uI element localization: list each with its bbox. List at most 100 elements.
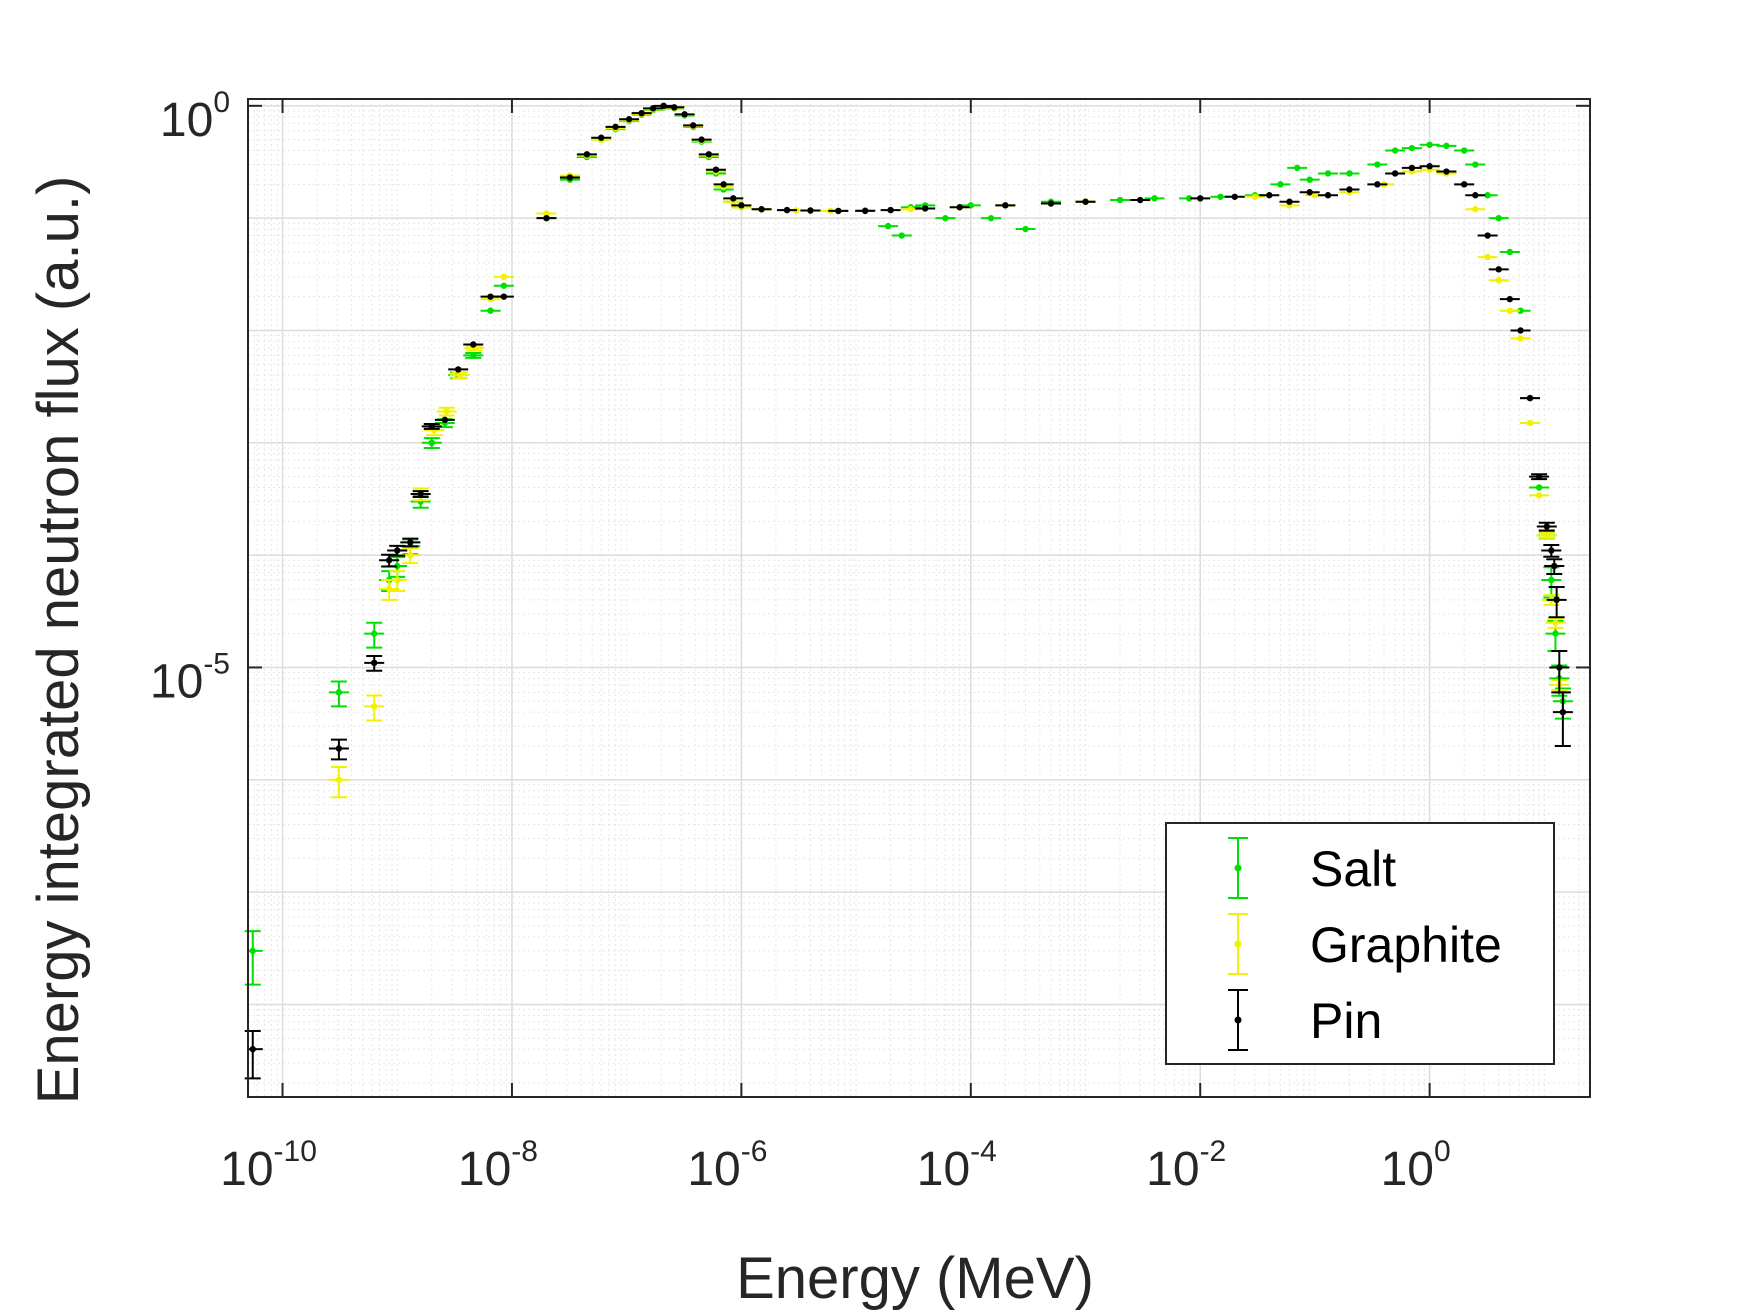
marker	[1556, 664, 1563, 671]
series-pin	[244, 102, 1573, 1080]
data-point	[1529, 484, 1550, 491]
x-tick-label: 10-4	[917, 1135, 997, 1196]
data-point	[1488, 214, 1509, 222]
data-point	[691, 136, 712, 143]
data-point	[1279, 198, 1300, 205]
marker	[1484, 192, 1491, 199]
data-point	[244, 1030, 263, 1080]
marker	[385, 557, 393, 564]
marker	[1526, 419, 1534, 427]
marker	[1346, 170, 1353, 177]
marker	[1484, 253, 1491, 261]
data-point	[1552, 691, 1573, 747]
data-point	[1259, 192, 1280, 199]
marker	[583, 151, 591, 158]
data-point	[1510, 335, 1531, 342]
marker	[1197, 195, 1204, 202]
legend-marker	[1234, 940, 1242, 948]
marker	[1535, 473, 1543, 480]
marker	[942, 214, 949, 222]
data-point	[480, 307, 501, 314]
marker	[921, 205, 929, 212]
data-point	[434, 416, 455, 424]
data-point	[1401, 164, 1422, 172]
data-point	[705, 166, 726, 173]
data-point	[1299, 176, 1320, 183]
marker	[1116, 196, 1124, 204]
marker	[807, 207, 814, 214]
data-point	[576, 151, 597, 158]
marker	[335, 776, 343, 783]
data-point	[1529, 473, 1550, 481]
marker	[598, 134, 605, 141]
data-point	[1339, 186, 1360, 193]
marker	[500, 273, 508, 281]
data-point	[1224, 193, 1245, 200]
marker	[671, 104, 678, 111]
marker	[487, 307, 494, 314]
marker	[1548, 547, 1555, 554]
data-point	[683, 122, 704, 129]
marker	[455, 366, 462, 373]
data-point	[1401, 144, 1422, 152]
marker	[500, 282, 508, 289]
x-tick-label: 100	[1381, 1135, 1451, 1196]
marker	[1391, 147, 1399, 154]
marker	[371, 630, 378, 637]
data-point	[1520, 394, 1541, 402]
data-point	[1465, 161, 1486, 168]
marker	[758, 206, 765, 213]
x-tick-label: 10-6	[687, 1135, 767, 1196]
marker	[1231, 193, 1238, 200]
data-point	[364, 654, 385, 672]
marker	[1553, 596, 1560, 604]
marker	[884, 222, 892, 230]
marker	[566, 174, 574, 181]
marker	[1426, 141, 1433, 148]
data-point	[915, 205, 936, 212]
legend-label: Graphite	[1310, 917, 1502, 973]
marker	[394, 562, 401, 570]
data-point	[410, 490, 431, 499]
data-point	[777, 206, 798, 214]
data-point	[1436, 168, 1457, 175]
data-point	[751, 206, 772, 213]
data-point	[980, 214, 1001, 222]
marker	[1293, 164, 1301, 172]
data-point	[591, 134, 612, 141]
data-point	[328, 680, 349, 708]
x-tick-label: 10-2	[1146, 1135, 1226, 1196]
legend-label: Pin	[1310, 993, 1382, 1049]
data-point	[364, 621, 385, 649]
marker	[470, 341, 477, 348]
data-point	[878, 222, 899, 230]
data-point	[1488, 277, 1509, 284]
marker	[1374, 161, 1381, 168]
marker	[1535, 484, 1543, 491]
data-point	[935, 214, 956, 222]
data-point	[1040, 200, 1061, 207]
marker	[1517, 335, 1524, 342]
legend: Salt Graphite Pin	[1165, 822, 1555, 1065]
marker	[249, 1045, 256, 1053]
data-point	[559, 174, 580, 181]
marker	[1002, 202, 1009, 209]
data-point	[674, 111, 695, 118]
marker	[1408, 164, 1416, 172]
data-point	[949, 204, 970, 211]
marker	[1472, 161, 1479, 168]
marker	[698, 136, 705, 143]
data-point	[493, 273, 514, 281]
legend-box	[1165, 822, 1555, 1065]
data-point	[1244, 193, 1265, 200]
marker	[1506, 295, 1514, 303]
data-point	[1270, 181, 1291, 188]
data-point	[1510, 327, 1531, 334]
data-point	[421, 437, 442, 449]
y-tick-labels: 10-5 100	[150, 86, 230, 709]
marker	[1324, 192, 1332, 199]
marker	[1324, 170, 1332, 177]
marker	[1082, 198, 1089, 205]
data-point	[800, 207, 821, 214]
marker	[371, 659, 378, 667]
